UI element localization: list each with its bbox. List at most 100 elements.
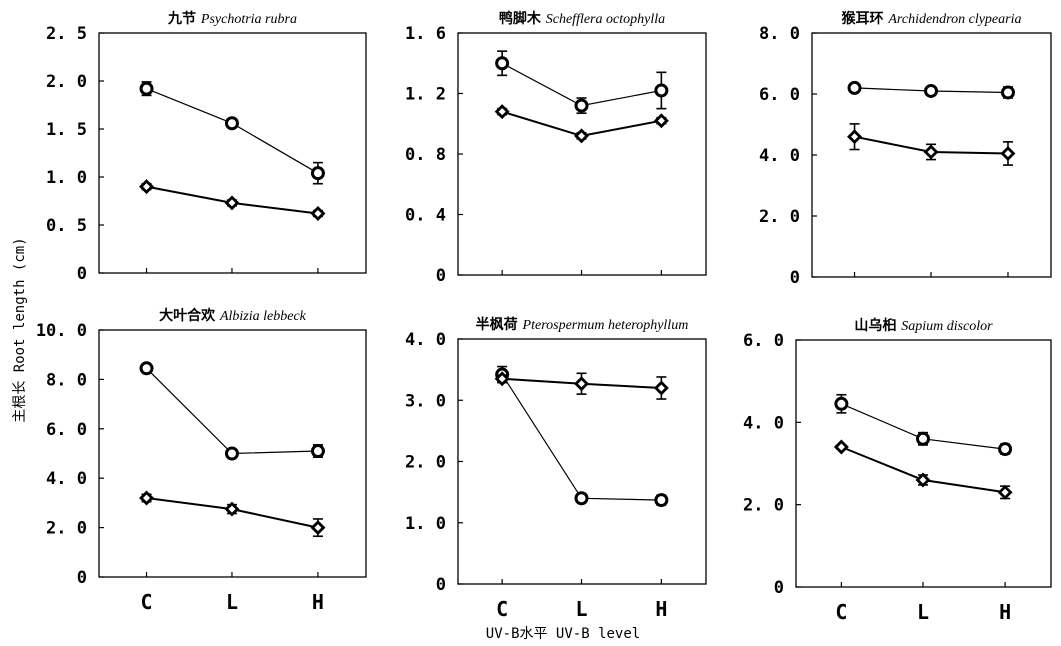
plot-frame	[98, 32, 367, 274]
y-tick-label: 6. 0	[759, 85, 800, 105]
panel-title: 山乌桕 Sapium discolor	[854, 317, 993, 334]
data-point-diamond	[574, 128, 589, 144]
data-point-diamond	[139, 490, 155, 506]
x-tick-label: C	[141, 590, 153, 614]
panel-title-latin: Psychotria rubra	[200, 12, 297, 27]
chart-panel-5: 半枫荷 Pterospermum heterophyllum 0 1. 0 2. 0 3…	[405, 316, 707, 621]
data-point-circle	[310, 166, 325, 181]
y-tick-label: 2. 5	[46, 24, 87, 44]
panel-title-latin: Albizia lebbeck	[219, 309, 307, 324]
y-tick-label: 2. 0	[46, 519, 87, 539]
y-tick-label: 8. 0	[46, 370, 87, 390]
panel-title-chinese: 半枫荷	[476, 316, 523, 333]
data-point-circle	[924, 83, 939, 98]
y-tick-label: 4. 0	[46, 469, 87, 489]
chart-panel-2: 鸭脚木 Schefflera octophylla 0 0. 4 0. 8 1. 2 1.…	[405, 10, 707, 286]
y-tick-label: 6. 0	[46, 420, 87, 440]
y-tick-label: 1. 5	[46, 120, 87, 140]
y-tick-label: 1. 0	[46, 168, 87, 188]
data-point-diamond	[310, 520, 326, 536]
y-tick-label: 0	[77, 568, 87, 588]
x-tick-label: C	[835, 600, 847, 624]
data-point-circle	[495, 56, 510, 71]
panel-title-latin: Schefflera octophylla	[546, 12, 665, 27]
x-tick-label: L	[226, 590, 238, 614]
panel-title: 猴耳环 Archidendron clypearia	[841, 10, 1022, 27]
panel-title-latin: Sapium discolor	[901, 319, 993, 334]
y-tick-label: 1. 0	[405, 514, 446, 534]
x-tick-label: H	[655, 597, 667, 621]
panel-title-latin: Pterospermum heterophyllum	[522, 318, 689, 333]
data-point-circle	[1000, 85, 1015, 100]
y-tick-label: 0	[436, 266, 446, 286]
panels-layer: 九节 Psychotria rubra 0 0. 5 1. 0 1. 5 2. 0 2. 5…	[36, 10, 1052, 624]
panel-title: 大叶合欢 Albizia lebbeck	[159, 307, 307, 324]
y-axis-label: 主根长 Root length (cm)	[12, 237, 28, 422]
chart-panel-3: 猴耳环 Archidendron clypearia 0 2. 0 4. 0 6. 0 8…	[759, 10, 1052, 288]
data-point-diamond	[833, 439, 849, 455]
panel-title: 鸭脚木 Schefflera octophylla	[499, 10, 665, 27]
y-tick-label: 10. 0	[36, 321, 87, 341]
y-tick-label: 4. 0	[759, 146, 800, 166]
y-tick-label: 6. 0	[743, 331, 784, 351]
x-tick-label: L	[917, 600, 929, 624]
chart-panel-6: 山乌桕 Sapium discolor 0 2. 0 4. 0 6. 0 C L H	[743, 317, 1052, 624]
y-tick-label: 1. 6	[405, 24, 446, 44]
data-point-circle	[915, 431, 930, 446]
y-tick-label: 2. 0	[743, 496, 784, 516]
y-tick-label: 2. 0	[405, 453, 446, 473]
data-point-diamond	[915, 472, 931, 488]
panel-title: 九节 Psychotria rubra	[167, 10, 297, 27]
data-point-diamond	[1000, 145, 1016, 161]
plot-frame	[457, 32, 707, 276]
data-point-diamond	[494, 371, 510, 387]
data-point-diamond	[653, 380, 669, 396]
chart-panel-1: 九节 Psychotria rubra 0 0. 5 1. 0 1. 5 2. 0 2. 5	[46, 10, 367, 284]
y-tick-label: 0. 4	[405, 206, 446, 226]
x-tick-label: L	[575, 597, 587, 621]
data-point-diamond	[997, 484, 1013, 500]
data-point-circle	[224, 446, 239, 461]
chart-panel-4: 大叶合欢 Albizia lebbeck 0 2. 0 4. 0 6. 0 8. 0 10.…	[36, 307, 367, 614]
panel-title: 半枫荷 Pterospermum heterophyllum	[476, 316, 689, 333]
y-tick-label: 2. 0	[46, 72, 87, 92]
data-point-circle	[847, 80, 862, 95]
y-tick-label: 1. 2	[405, 85, 446, 105]
y-tick-label: 3. 0	[405, 391, 446, 411]
data-point-diamond	[653, 113, 669, 129]
y-tick-label: 8. 0	[759, 24, 800, 44]
data-point-circle	[834, 396, 849, 411]
series-line-1	[146, 367, 318, 455]
panel-title-chinese: 山乌桕	[854, 317, 901, 334]
data-point-diamond	[310, 206, 326, 221]
panel-title-chinese: 大叶合欢	[159, 307, 220, 324]
y-tick-label: 0. 8	[405, 145, 446, 165]
x-axis-label: UV-B水平 UV-B level	[486, 626, 640, 642]
y-tick-label: 2. 0	[759, 207, 800, 227]
y-tick-label: 0. 5	[46, 216, 87, 236]
data-point-circle	[310, 444, 325, 459]
y-tick-label: 0	[436, 575, 446, 595]
data-point-diamond	[139, 179, 155, 195]
series-line-1	[146, 88, 319, 174]
plot-frame	[795, 339, 1052, 588]
x-tick-label: H	[312, 590, 324, 614]
y-tick-label: 0	[790, 268, 800, 288]
data-point-diamond	[923, 144, 939, 160]
data-point-circle	[139, 361, 154, 376]
data-point-diamond	[224, 195, 240, 211]
data-point-diamond	[574, 376, 589, 392]
data-point-circle	[224, 116, 239, 131]
data-point-circle	[574, 98, 589, 113]
data-point-circle	[998, 442, 1013, 457]
panel-title-chinese: 九节	[167, 10, 201, 27]
data-point-circle	[654, 493, 669, 508]
data-point-diamond	[494, 104, 510, 120]
y-tick-label: 0	[77, 264, 87, 284]
y-tick-label: 4. 0	[743, 413, 784, 433]
y-tick-label: 0	[774, 578, 784, 598]
panel-title-latin: Archidendron clypearia	[887, 12, 1021, 27]
x-tick-label: C	[496, 597, 508, 621]
data-point-circle	[654, 83, 669, 98]
